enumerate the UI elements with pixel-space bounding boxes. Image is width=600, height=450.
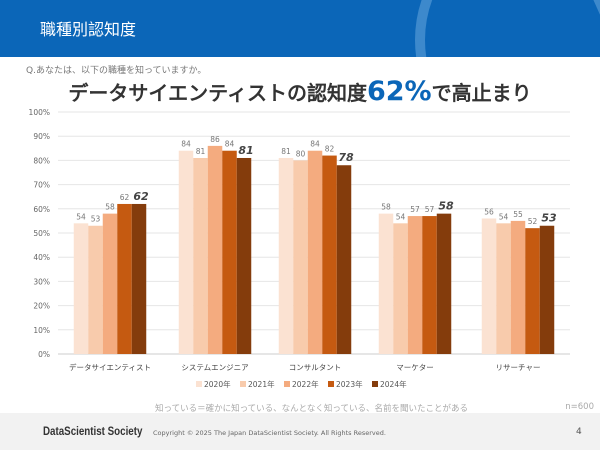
headline-text: データサイエンティストの認知度 (68, 81, 367, 105)
headline-highlight: 62% (366, 76, 432, 107)
data-label: 78 (338, 151, 354, 164)
bar (117, 203, 132, 354)
bar (496, 223, 511, 354)
logo: DataScientist Society (43, 426, 143, 438)
bar (102, 213, 118, 354)
bar (422, 216, 437, 354)
bar (322, 155, 337, 354)
y-tick-label: 20% (33, 302, 50, 311)
y-tick-label: 50% (33, 229, 50, 238)
data-label: 57 (410, 205, 420, 214)
x-category-label: コンサルタント (289, 363, 342, 372)
data-label: 84 (310, 140, 320, 149)
bar (510, 220, 526, 354)
bar (278, 157, 294, 354)
data-label: 84 (181, 140, 191, 149)
bar (436, 213, 452, 354)
decorative-circle-graphic (415, 0, 600, 57)
data-label: 56 (484, 207, 494, 216)
y-tick-label: 60% (33, 205, 50, 214)
bar (178, 150, 194, 354)
data-label: 52 (528, 217, 538, 226)
x-category-label: システムエンジニア (181, 363, 248, 372)
slide-title: 職種別認知度 (40, 20, 137, 39)
bar-chart: 0% 10% 20% 30% 40% 50% 60% 70% 80% 90% 100% 54 53 58 6… (29, 108, 570, 389)
legend-label: 2020年 (204, 379, 231, 389)
bar (378, 213, 394, 354)
definition-note: 知っている＝確かに知っている、なんとなく知っている、名前を聞いたことがある (155, 404, 468, 414)
data-label: 62 (120, 193, 130, 202)
legend-swatch (196, 381, 202, 387)
data-label: 86 (210, 135, 220, 144)
legend-label: 2022年 (292, 379, 319, 389)
y-tick-label: 0% (38, 350, 50, 359)
sample-size: n=600 (565, 402, 594, 412)
slide-footer: DataScientist Society Copyright © 2025 T… (0, 413, 600, 450)
bar (293, 160, 308, 354)
legend-swatch (240, 381, 246, 387)
data-label: 82 (325, 145, 335, 154)
copyright: Copyright © 2025 The Japan DataScientist… (153, 429, 386, 437)
legend-label: 2021年 (248, 379, 275, 389)
bar (193, 157, 208, 354)
bar (236, 157, 252, 354)
legend-swatch (372, 381, 378, 387)
bar (539, 225, 555, 354)
legend-swatch (328, 381, 334, 387)
data-label: 81 (238, 144, 253, 157)
data-label: 62 (133, 190, 149, 203)
data-label: 53 (91, 215, 101, 224)
y-tick-label: 70% (33, 181, 50, 190)
data-label: 80 (296, 149, 306, 158)
y-tick-label: 10% (33, 326, 50, 335)
bar (525, 228, 540, 354)
headline-text-end: で高止まり (431, 81, 532, 105)
data-label: 81 (281, 147, 291, 156)
bar (393, 223, 408, 354)
question-text: Q.あなたは、以下の職種を知っていますか。 (26, 66, 207, 76)
headline: データサイエンティストの認知度62%で高止まり (0, 76, 600, 107)
bar (407, 216, 423, 354)
bar (481, 218, 497, 354)
bar (307, 150, 323, 354)
data-label: 58 (105, 203, 115, 212)
y-tick-label: 90% (33, 132, 50, 141)
bar (73, 223, 89, 354)
legend-label: 2024年 (380, 379, 407, 389)
data-label: 54 (396, 212, 406, 221)
bar (88, 225, 103, 354)
data-label: 81 (196, 147, 206, 156)
data-label: 54 (76, 212, 86, 221)
data-label: 58 (381, 203, 391, 212)
legend-label: 2023年 (336, 379, 363, 389)
y-tick-label: 30% (33, 277, 50, 286)
slide-header: 職種別認知度 (0, 0, 600, 57)
y-tick-label: 100% (29, 108, 50, 117)
page-number: 4 (576, 427, 582, 437)
data-label: 84 (225, 140, 235, 149)
bar (207, 145, 223, 354)
bar (131, 203, 147, 354)
x-category-label: リサーチャー (496, 363, 541, 372)
data-label: 55 (513, 210, 523, 219)
bar (336, 165, 352, 354)
x-category-label: データサイエンティスト (69, 362, 151, 372)
bar (222, 150, 237, 354)
legend-swatch (284, 381, 290, 387)
y-tick-label: 80% (33, 156, 50, 165)
x-category-label: マーケター (396, 363, 434, 372)
data-label: 57 (425, 205, 435, 214)
data-label: 54 (499, 212, 509, 221)
y-tick-label: 40% (33, 253, 50, 262)
data-label: 58 (438, 200, 454, 213)
data-label: 53 (541, 212, 557, 225)
